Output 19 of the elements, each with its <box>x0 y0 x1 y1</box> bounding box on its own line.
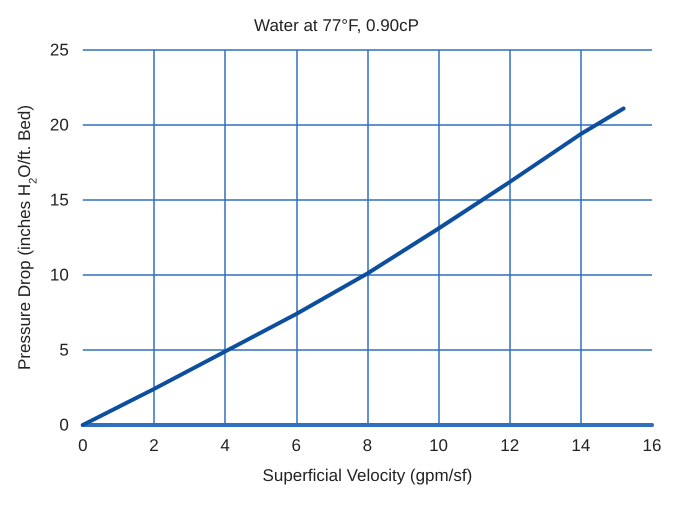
x-tick-label: 14 <box>571 436 590 455</box>
y-tick-label: 25 <box>50 40 69 60</box>
y-tick-label: 10 <box>50 266 69 284</box>
x-tick-label: 4 <box>220 436 230 455</box>
x-tick-label: 0 <box>78 436 88 455</box>
x-tick-label: 10 <box>429 436 448 455</box>
y-tick-label: 20 <box>50 116 69 134</box>
chart-title: Water at 77°F, 0.90cP <box>254 16 419 35</box>
x-tick-label: 16 <box>642 436 662 455</box>
x-tick-label: 2 <box>149 436 159 455</box>
x-tick-label: 8 <box>362 436 372 455</box>
y-tick-label: 0 <box>59 416 69 434</box>
y-tick-label: 5 <box>59 340 69 360</box>
x-tick-label: 12 <box>500 436 520 455</box>
y-axis-title: Pressure Drop (inches H2O/ft. Bed) <box>15 105 40 370</box>
line-series <box>80 106 626 427</box>
y-tick-label: 15 <box>50 190 69 210</box>
x-axis-title: Superficial Velocity (gpm/sf) <box>262 466 472 485</box>
x-tick-label: 6 <box>292 436 301 455</box>
